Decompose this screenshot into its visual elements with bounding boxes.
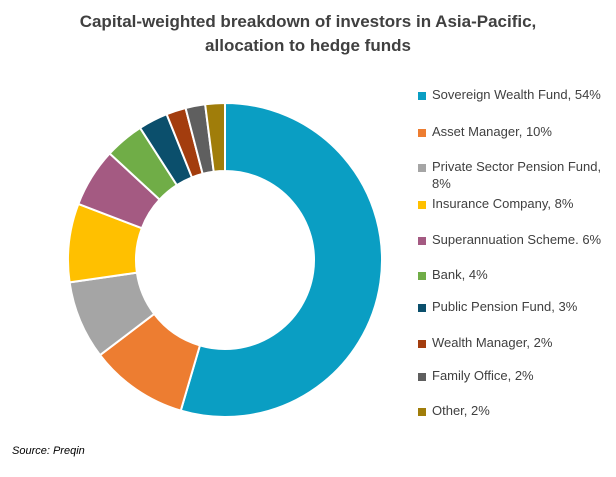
slice-9 [204, 101, 226, 173]
legend-swatch [418, 129, 426, 137]
legend-label: Family Office, 2% [432, 368, 534, 383]
legend-label: Public Pension Fund, 3% [432, 299, 578, 314]
chart-title: Capital-weighted breakdown of investors … [0, 10, 616, 58]
legend-item-3: Insurance Company, 8% [418, 195, 608, 212]
legend-item-4: Superannuation Scheme. 6% [418, 231, 608, 248]
legend-label: Insurance Company, 8% [432, 196, 574, 211]
legend-label: Other, 2% [432, 403, 490, 418]
legend-swatch [418, 373, 426, 381]
slice-0 [179, 101, 383, 418]
legend-item-5: Bank, 4% [418, 266, 608, 283]
legend-label: Superannuation Scheme. 6% [432, 232, 602, 247]
legend-item-1: Asset Manager, 10% [418, 123, 608, 140]
legend-label: Wealth Manager, 2% [432, 335, 553, 350]
donut-slices [67, 101, 383, 418]
legend-swatch [418, 164, 426, 172]
legend-swatch [418, 201, 426, 209]
legend-item-0: Sovereign Wealth Fund, 54% [418, 86, 608, 103]
legend-label: Sovereign Wealth Fund, 54% [432, 87, 601, 102]
legend-item-8: Family Office, 2% [418, 367, 608, 384]
chart-title-line-2: allocation to hedge funds [205, 36, 411, 55]
legend-label: Private Sector Pension Fund, 8% [432, 159, 602, 191]
legend-item-9: Other, 2% [418, 402, 608, 419]
legend-swatch [418, 237, 426, 245]
legend-item-7: Wealth Manager, 2% [418, 334, 608, 351]
legend-swatch [418, 272, 426, 280]
legend-swatch [418, 92, 426, 100]
legend-swatch [418, 340, 426, 348]
chart-title-line-1: Capital-weighted breakdown of investors … [79, 12, 537, 31]
legend-swatch [418, 408, 426, 416]
legend-item-6: Public Pension Fund, 3% [418, 298, 608, 315]
legend-item-2: Private Sector Pension Fund, 8% [418, 158, 608, 192]
legend-label: Asset Manager, 10% [432, 124, 552, 139]
legend-label: Bank, 4% [432, 267, 488, 282]
legend-swatch [418, 304, 426, 312]
source-note: Source: Preqin [12, 445, 85, 457]
